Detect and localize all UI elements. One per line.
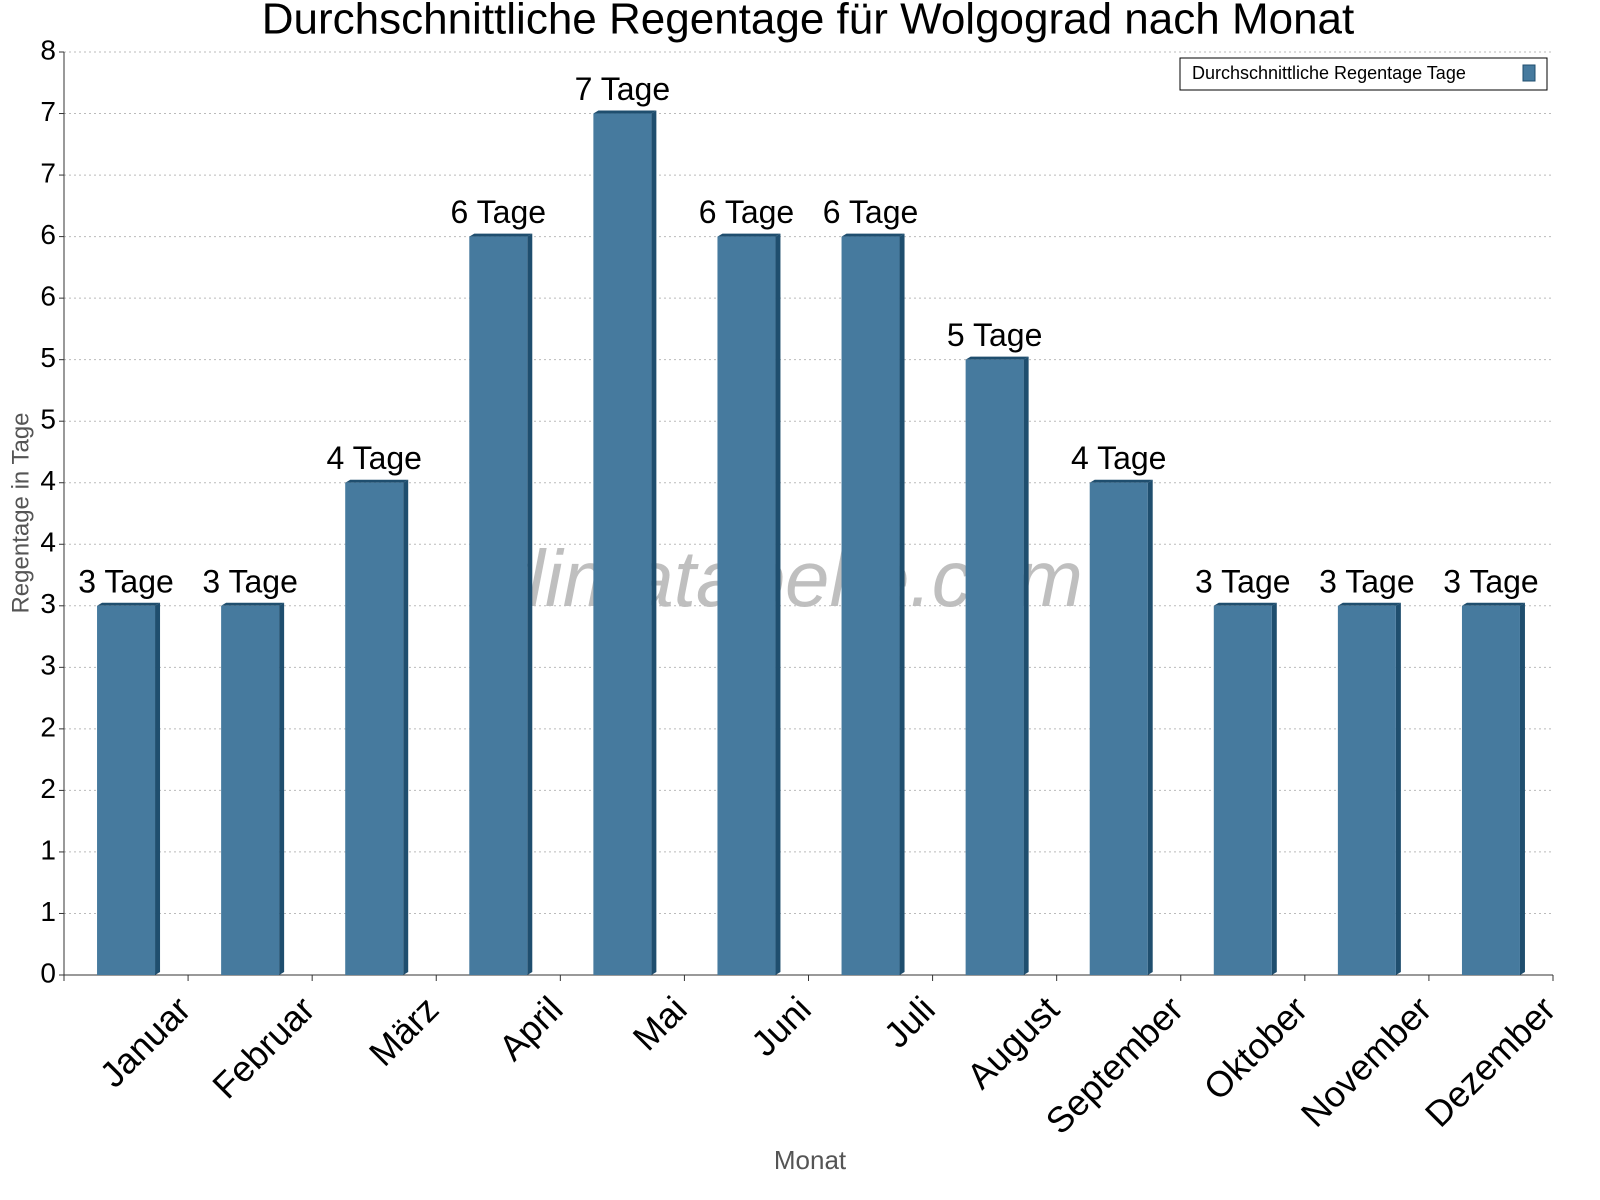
x-tick-label: Juni <box>743 988 819 1064</box>
bar <box>841 236 900 976</box>
x-tick-label: Oktober <box>1196 988 1316 1108</box>
bar <box>593 113 652 976</box>
bar <box>1213 605 1272 975</box>
bar-side <box>403 479 409 975</box>
bar-top <box>1337 602 1401 606</box>
bar-side <box>1271 602 1277 975</box>
data-label: 6 Tage <box>451 194 547 230</box>
chart-title: Durchschnittliche Regentage für Wolgogra… <box>262 0 1354 44</box>
y-tick-label: 3 <box>40 650 56 681</box>
data-label: 3 Tage <box>1195 563 1291 599</box>
bar <box>469 236 528 976</box>
y-tick-label: 6 <box>40 219 56 250</box>
data-label: 6 Tage <box>823 194 919 230</box>
bar-side <box>1147 479 1153 975</box>
x-tick-label: August <box>959 988 1067 1096</box>
data-label: 4 Tage <box>1071 440 1167 476</box>
data-label: 7 Tage <box>575 71 671 107</box>
y-axis-label: Regentage in Tage <box>7 412 34 613</box>
y-tick-label: 8 <box>40 34 56 65</box>
y-tick-label: 1 <box>40 896 56 927</box>
bar <box>1337 605 1396 975</box>
bar <box>97 605 156 975</box>
x-tick-label: November <box>1293 988 1439 1134</box>
bar-side <box>1023 356 1029 976</box>
y-tick-label: 4 <box>40 465 56 496</box>
bar <box>345 482 404 975</box>
data-label: 6 Tage <box>699 194 795 230</box>
bar-side <box>899 233 905 976</box>
x-tick-label: Februar <box>204 988 322 1106</box>
y-tick-label: 2 <box>40 711 56 742</box>
bar-top <box>1461 602 1525 606</box>
y-tick-label: 3 <box>40 588 56 619</box>
legend-box <box>1179 57 1548 91</box>
legend-label: Durchschnittliche Regentage Tage <box>1192 63 1466 83</box>
y-tick-label: 7 <box>40 157 56 188</box>
bar-side <box>279 602 285 975</box>
bar-side <box>527 233 533 976</box>
bar-top <box>1089 479 1153 483</box>
legend-swatch <box>1522 64 1536 82</box>
y-tick-label: 1 <box>40 834 56 865</box>
bar-top <box>841 233 905 237</box>
x-tick-label: April <box>491 988 571 1068</box>
y-tick-label: 4 <box>40 527 56 558</box>
bar <box>1089 482 1148 975</box>
bar <box>1461 605 1520 975</box>
y-tick-label: 2 <box>40 773 56 804</box>
bar-top <box>221 602 285 606</box>
bar-top <box>97 602 161 606</box>
data-label: 4 Tage <box>326 440 422 476</box>
data-label: 3 Tage <box>202 563 298 599</box>
y-tick-label: 0 <box>40 957 56 988</box>
data-label: 3 Tage <box>1443 563 1539 599</box>
x-tick-label: Juli <box>876 988 943 1055</box>
data-label: 5 Tage <box>947 317 1043 353</box>
bar-side <box>775 233 781 976</box>
y-tick-label: 5 <box>40 342 56 373</box>
x-axis-label: Monat <box>774 1145 847 1175</box>
bar <box>717 236 776 976</box>
x-tick-label: Dezember <box>1417 988 1563 1134</box>
bar-top <box>1213 602 1277 606</box>
y-tick-label: 5 <box>40 404 56 435</box>
bar-top <box>593 110 657 114</box>
y-tick-label: 7 <box>40 96 56 127</box>
x-tick-label: März <box>361 988 447 1074</box>
bar-side <box>651 110 657 976</box>
bar-top <box>965 356 1029 360</box>
bar <box>221 605 280 975</box>
y-tick-label: 6 <box>40 281 56 312</box>
bar-top <box>469 233 533 237</box>
data-label: 3 Tage <box>78 563 174 599</box>
bar-side <box>1395 602 1401 975</box>
data-label: 3 Tage <box>1319 563 1415 599</box>
bar-top <box>717 233 781 237</box>
bar-side <box>155 602 161 975</box>
x-tick-label: Mai <box>625 988 695 1058</box>
bar-top <box>345 479 409 483</box>
bar-side <box>1519 602 1525 975</box>
x-tick-label: Januar <box>92 988 199 1095</box>
bar <box>965 359 1024 976</box>
